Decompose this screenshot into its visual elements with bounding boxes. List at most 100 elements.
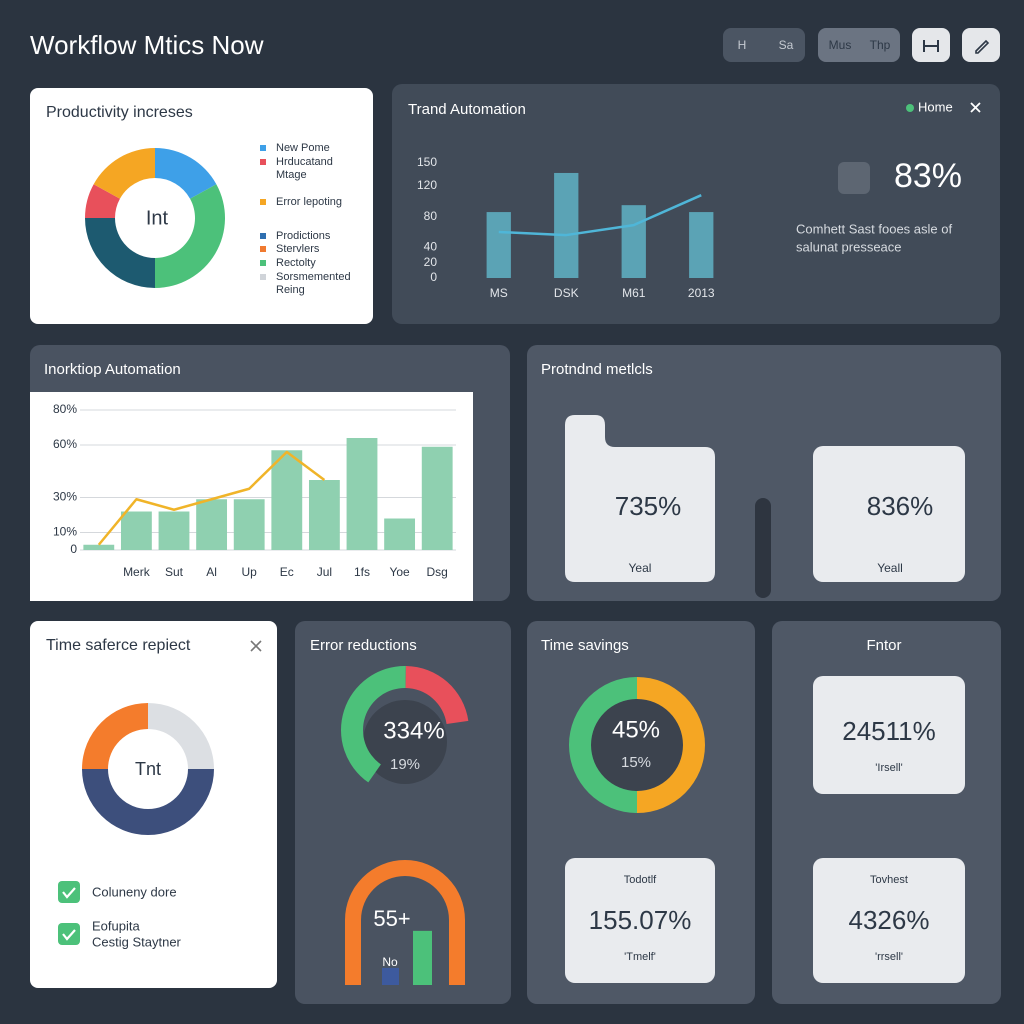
legend-label: Rectolty <box>276 257 316 269</box>
card-value: 155.07% <box>589 905 692 935</box>
card-heading: Tovhest <box>870 874 908 886</box>
button[interactable]: H <box>738 38 747 52</box>
bar <box>554 172 579 278</box>
legend-label: New Pome <box>276 142 330 154</box>
arch <box>345 860 465 985</box>
stat-icon <box>838 162 870 194</box>
legend-label: Prodictions <box>276 230 331 242</box>
gauge-sub: 19% <box>390 756 420 773</box>
bar <box>421 446 453 550</box>
card-value: 24511% <box>842 716 936 746</box>
legend-swatch <box>260 145 266 151</box>
button-group[interactable] <box>723 28 805 62</box>
bar <box>384 518 416 550</box>
x-tick-label: M61 <box>622 286 646 300</box>
x-tick-label: Merk <box>123 565 151 579</box>
description: Comhett Sast fooes asle of <box>796 221 952 236</box>
bar <box>413 930 432 985</box>
x-tick-label: 1fs <box>354 565 370 579</box>
bar <box>621 205 646 278</box>
legend-dot <box>906 104 914 112</box>
panel-title: Protndnd metlcls <box>541 361 653 378</box>
panel-title: Productivity increses <box>46 104 193 121</box>
legend-label: Home <box>918 99 953 114</box>
check <box>62 929 76 941</box>
donut-segment <box>637 677 705 813</box>
bar <box>83 544 115 550</box>
card <box>565 858 715 983</box>
bar <box>233 499 265 550</box>
card-value: 735% <box>615 491 682 521</box>
card-caption: 'Tmelf' <box>624 951 656 963</box>
legend-label: Reing <box>276 284 305 296</box>
bar <box>346 438 378 550</box>
description: salunat presseace <box>796 239 902 254</box>
check <box>62 887 76 899</box>
panel-title: Time savings <box>541 637 629 654</box>
y-tick-label: 0 <box>70 542 77 556</box>
legend-label: Stervlers <box>276 243 320 255</box>
x-tick-label: Jul <box>317 565 332 579</box>
legend-swatch <box>260 246 266 252</box>
donut-segment <box>93 148 155 199</box>
legend-label: Mtage <box>276 169 307 181</box>
x-tick-label: Up <box>242 565 258 579</box>
line <box>97 450 326 546</box>
donut-segment <box>82 769 214 835</box>
gauge-value: 334% <box>383 717 444 744</box>
y-tick-label: 20 <box>424 255 438 269</box>
y-tick-label: 80 <box>424 209 438 223</box>
donut-center: Int <box>146 207 169 229</box>
donut-segment <box>85 218 155 288</box>
donut-inner <box>591 699 683 791</box>
panel-title: Time saferce repiect <box>46 637 191 654</box>
y-tick-label: 30% <box>53 490 77 504</box>
y-tick-label: 150 <box>417 155 437 169</box>
y-tick-label: 40 <box>424 240 438 254</box>
donut-segment <box>155 184 226 288</box>
gauge-inner <box>363 700 447 784</box>
donut-segment <box>85 184 120 218</box>
x-tick-label: Dsg <box>427 565 448 579</box>
close-icon[interactable] <box>970 102 981 113</box>
y-tick-label: 80% <box>53 402 77 416</box>
legend-label: Hrducatand <box>276 156 333 168</box>
panel <box>30 621 277 988</box>
chart-area <box>30 392 473 601</box>
x-tick-label: Al <box>206 565 217 579</box>
donut-segment <box>155 148 217 199</box>
button[interactable]: Mus <box>829 38 852 52</box>
donut-segment <box>148 703 214 769</box>
bar <box>196 499 228 550</box>
checkbox[interactable] <box>58 923 80 945</box>
bar <box>308 480 340 550</box>
donut-segment <box>569 677 637 813</box>
card-caption: 'Irsell' <box>875 762 902 774</box>
checkbox[interactable] <box>58 881 80 903</box>
legend-label: Sorsmemented <box>276 271 351 283</box>
donut-center: Tnt <box>135 759 161 779</box>
y-tick-label: 10% <box>53 525 77 539</box>
gauge-segment <box>341 666 406 783</box>
legend-swatch <box>260 233 266 239</box>
x-tick-label: DSK <box>554 286 579 300</box>
bar <box>158 511 190 550</box>
legend-label: Error lepoting <box>276 196 342 208</box>
button[interactable]: Thp <box>870 38 891 52</box>
button[interactable]: Sa <box>779 38 794 52</box>
y-tick-label: 60% <box>53 437 77 451</box>
card-caption: Yeal <box>629 561 652 575</box>
legend-swatch <box>260 274 266 280</box>
bar <box>689 212 714 278</box>
card <box>813 676 965 794</box>
legend-swatch <box>260 199 266 205</box>
legend-swatch <box>260 260 266 266</box>
panel-title: Error reductions <box>310 637 417 654</box>
x-tick-label: Yoe <box>389 565 410 579</box>
card <box>565 415 715 582</box>
panel-title: Inorktiop Automation <box>44 361 181 378</box>
button-group[interactable] <box>818 28 900 62</box>
close-icon[interactable] <box>250 640 262 652</box>
